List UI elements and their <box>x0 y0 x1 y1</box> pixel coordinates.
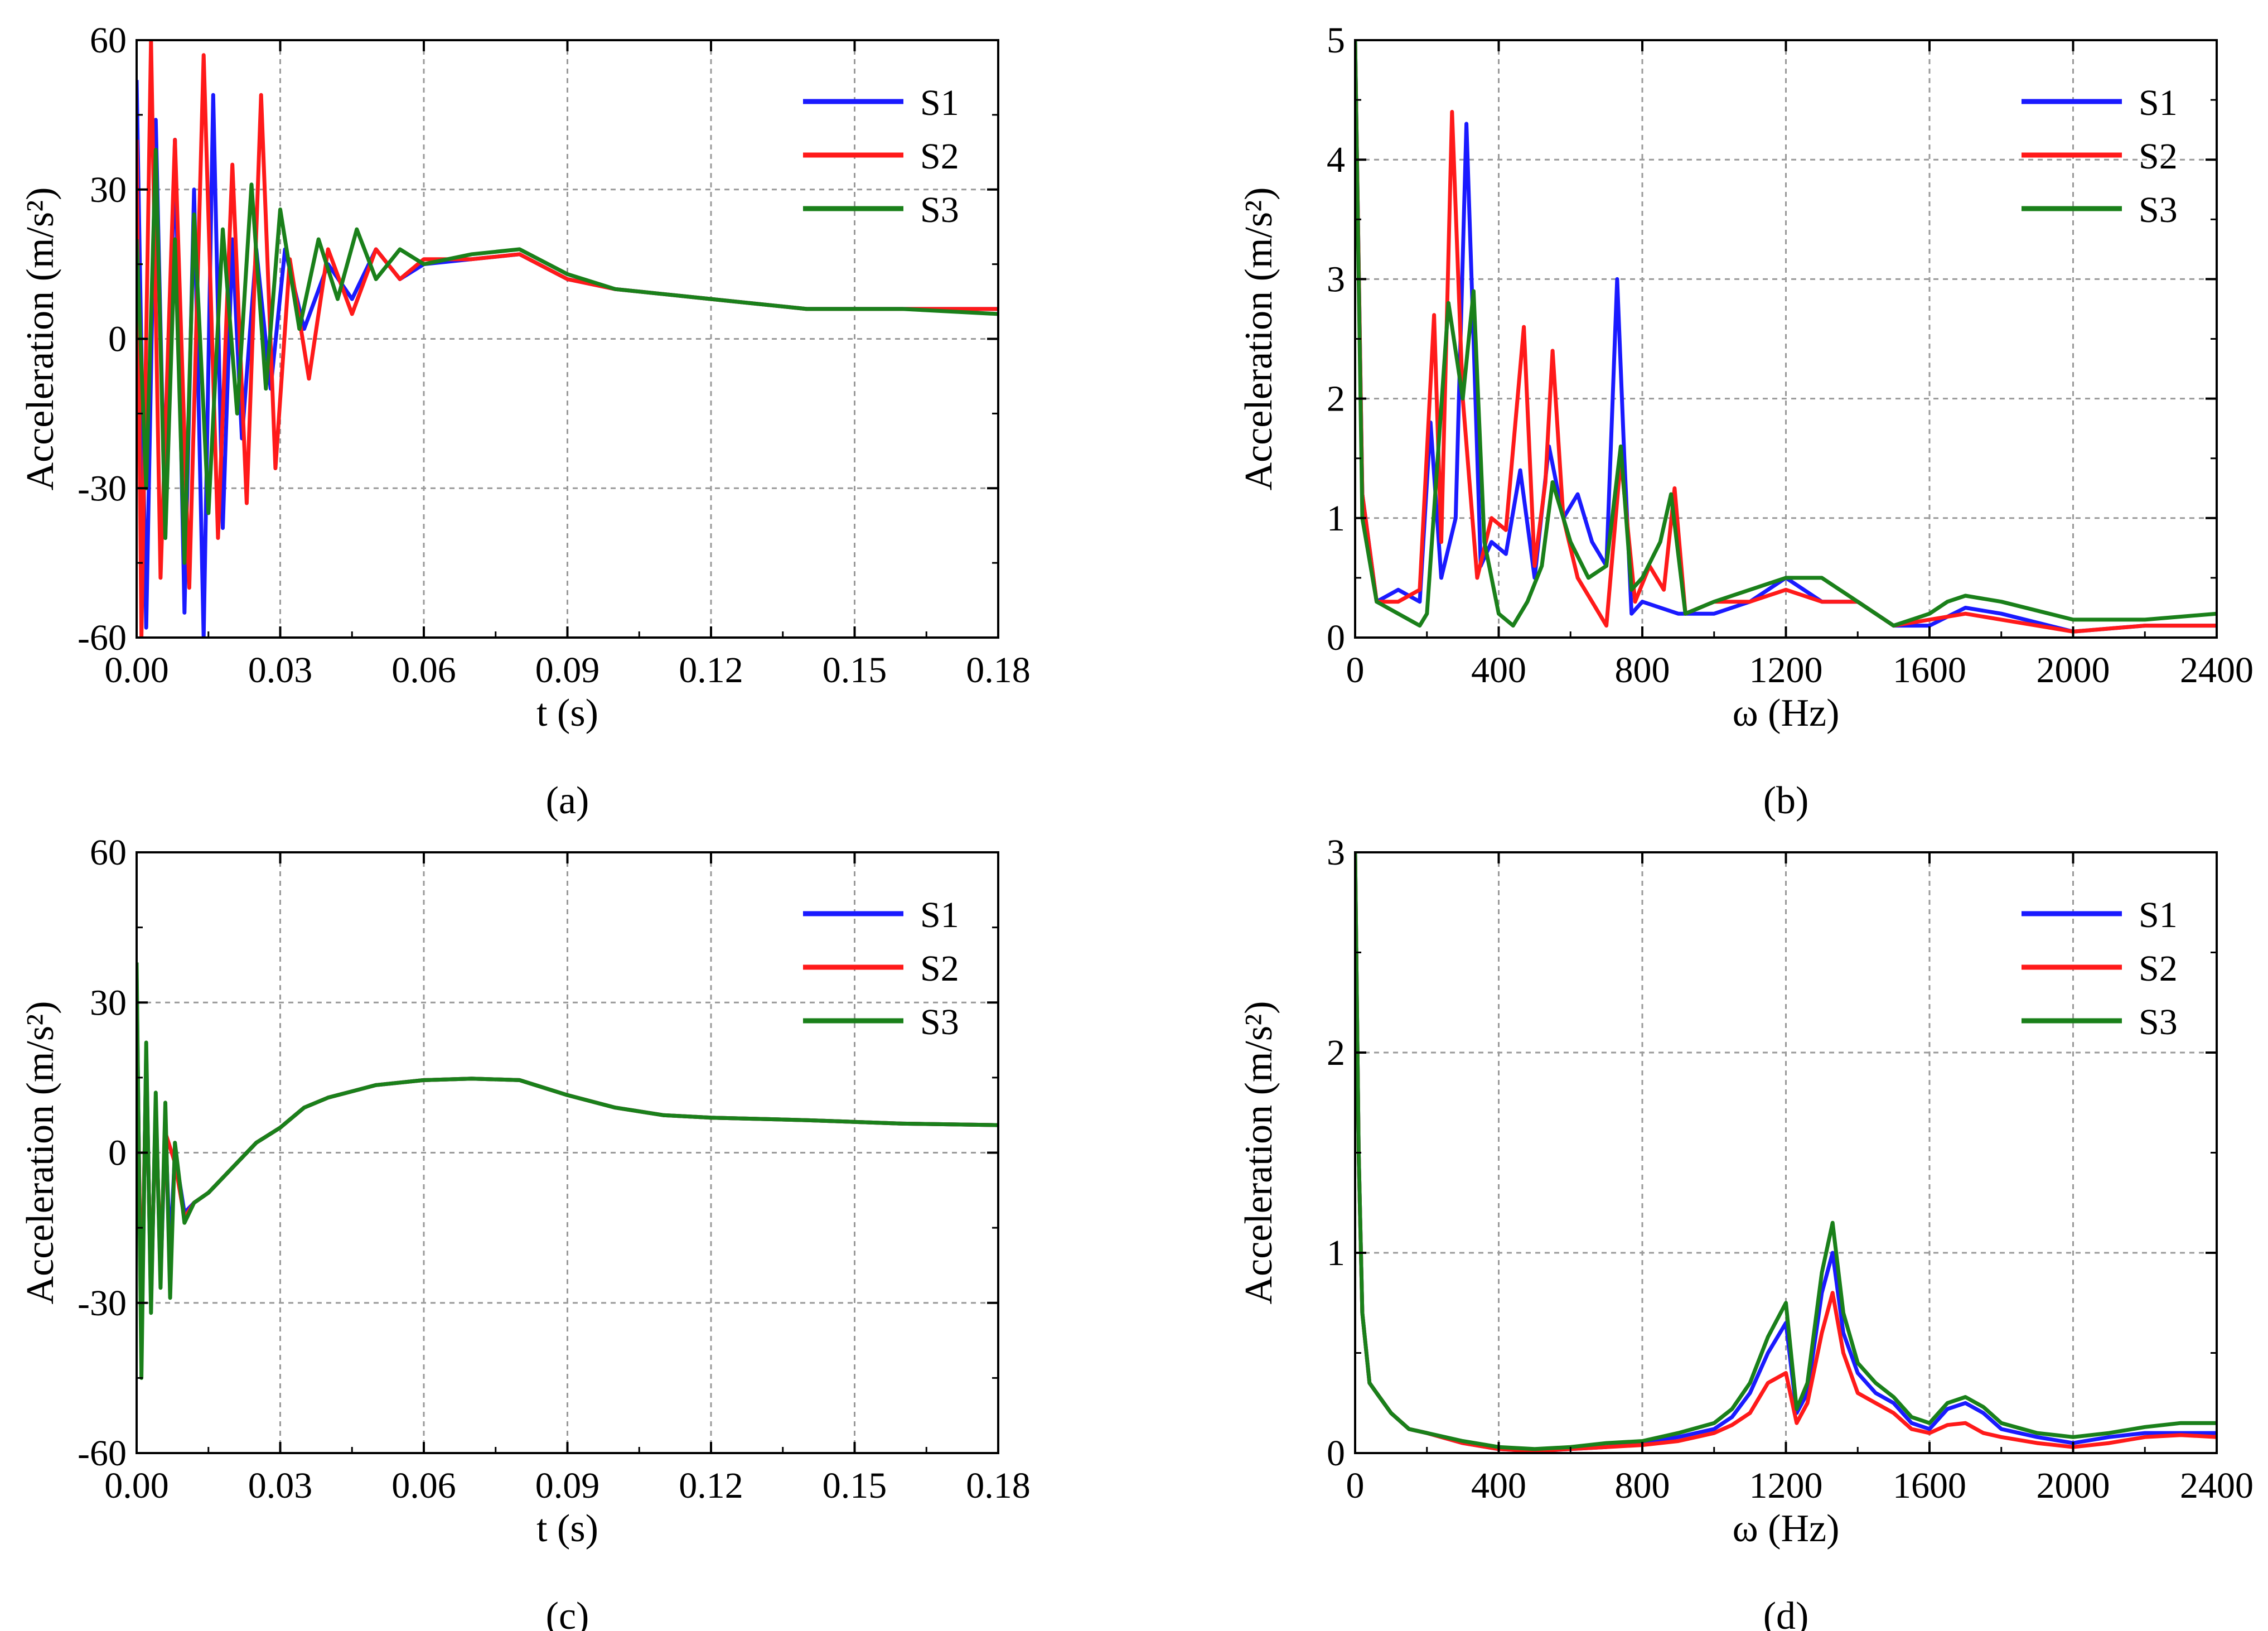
x-tick-label: 2000 <box>2037 650 2110 691</box>
x-tick-label: 0 <box>1346 650 1365 691</box>
y-tick-label: 2 <box>1327 1032 1345 1073</box>
x-axis-label: t (s) <box>536 692 598 735</box>
panel-caption: (c) <box>546 1595 589 1631</box>
x-tick-label: 0.12 <box>679 650 743 691</box>
y-tick-label: -60 <box>78 617 127 658</box>
x-tick-label: 0.12 <box>679 1465 743 1506</box>
x-tick-label: 1600 <box>1893 650 1966 691</box>
x-axis-label: ω (Hz) <box>1733 692 1840 735</box>
y-tick-label: 5 <box>1327 20 1345 61</box>
legend-label-s2: S2 <box>2139 948 2178 989</box>
x-tick-label: 0.06 <box>391 1465 456 1506</box>
legend-label-s1: S1 <box>920 895 959 935</box>
legend-label-s1: S1 <box>920 83 959 123</box>
chart-panel-a: 0.00 0.03 0.06 0.09 0.12 0.15 0.18 -60 -30 0 30 60 t… <box>19 20 1031 822</box>
chart-panel-b: 0 400 800 1200 1600 2000 2400 0 1 2 3 4 5 ω (Hz) Accel… <box>1237 20 2254 822</box>
series-line-s3 <box>137 962 998 1380</box>
x-tick-label: 0.00 <box>104 650 169 691</box>
legend-label-s2: S2 <box>920 948 959 989</box>
x-tick-label: 2000 <box>2037 1465 2110 1506</box>
y-tick-label: 0 <box>108 1133 127 1174</box>
y-tick-label: 2 <box>1327 379 1345 419</box>
y-tick-label: -30 <box>78 468 127 509</box>
x-tick-label: 0.06 <box>391 650 456 691</box>
x-tick-label: 1200 <box>1749 650 1823 691</box>
panel-caption: (d) <box>1763 1595 1809 1631</box>
x-tick-label: 0.00 <box>104 1465 169 1506</box>
x-tick-label: 400 <box>1471 650 1526 691</box>
x-tick-label: 800 <box>1615 650 1670 691</box>
legend-label-s2: S2 <box>920 136 959 177</box>
x-tick-label: 0.09 <box>535 1465 600 1506</box>
legend-label-s3: S3 <box>920 1002 959 1043</box>
y-tick-label: 60 <box>90 20 127 61</box>
x-tick-label: 0.18 <box>966 650 1031 691</box>
y-tick-label: 4 <box>1327 139 1345 180</box>
x-tick-label: 400 <box>1471 1465 1526 1506</box>
chart-panel-c: 0.00 0.03 0.06 0.09 0.12 0.15 0.18 -60 -30 0 30 60 t… <box>19 832 1031 1631</box>
y-tick-label: 3 <box>1327 259 1345 300</box>
x-tick-label: 0.15 <box>823 650 887 691</box>
y-tick-label: 1 <box>1327 1233 1345 1273</box>
y-axis-label: Acceleration (m/s²) <box>19 187 62 491</box>
x-tick-label: 0.15 <box>823 1465 887 1506</box>
legend-label-s3: S3 <box>920 190 959 230</box>
series-line-s3 <box>137 147 998 565</box>
y-axis-label: Acceleration (m/s²) <box>19 1001 62 1305</box>
x-tick-label: 0.09 <box>535 650 600 691</box>
x-tick-label: 800 <box>1615 1465 1670 1506</box>
y-axis-label: Acceleration (m/s²) <box>1237 187 1280 491</box>
x-tick-label: 1200 <box>1749 1465 1823 1506</box>
legend-label-s3: S3 <box>2139 190 2178 230</box>
x-tick-label: 2400 <box>2180 650 2254 691</box>
y-tick-label: -60 <box>78 1433 127 1474</box>
y-axis-label: Acceleration (m/s²) <box>1237 1001 1280 1305</box>
x-axis-label: t (s) <box>536 1507 598 1550</box>
legend-label-s1: S1 <box>2139 895 2178 935</box>
y-tick-label: 0 <box>1327 1433 1345 1474</box>
legend-label-s2: S2 <box>2139 136 2178 177</box>
y-tick-label: 0 <box>1327 617 1345 658</box>
x-tick-label: 0.03 <box>248 650 313 691</box>
panel-caption: (a) <box>546 779 589 822</box>
y-tick-label: 60 <box>90 832 127 873</box>
x-tick-label: 2400 <box>2180 1465 2254 1506</box>
y-tick-label: 0 <box>108 319 127 360</box>
x-axis-label: ω (Hz) <box>1733 1507 1840 1550</box>
x-tick-label: 0 <box>1346 1465 1365 1506</box>
panel-caption: (b) <box>1763 779 1809 822</box>
legend-label-s1: S1 <box>2139 83 2178 123</box>
legend-label-s3: S3 <box>2139 1002 2178 1043</box>
y-tick-label: -30 <box>78 1283 127 1324</box>
series-line-s3 <box>1355 40 2217 628</box>
series-line-s3 <box>1355 852 2217 1451</box>
chart-panel-d: 0 400 800 1200 1600 2000 2400 0 1 2 3 ω (Hz) Acceler… <box>1237 832 2254 1631</box>
x-tick-label: 0.03 <box>248 1465 313 1506</box>
y-tick-label: 3 <box>1327 832 1345 873</box>
x-tick-label: 1600 <box>1893 1465 1966 1506</box>
y-tick-label: 1 <box>1327 498 1345 539</box>
y-tick-label: 30 <box>90 170 127 210</box>
x-tick-label: 0.18 <box>966 1465 1031 1506</box>
y-tick-label: 30 <box>90 982 127 1023</box>
